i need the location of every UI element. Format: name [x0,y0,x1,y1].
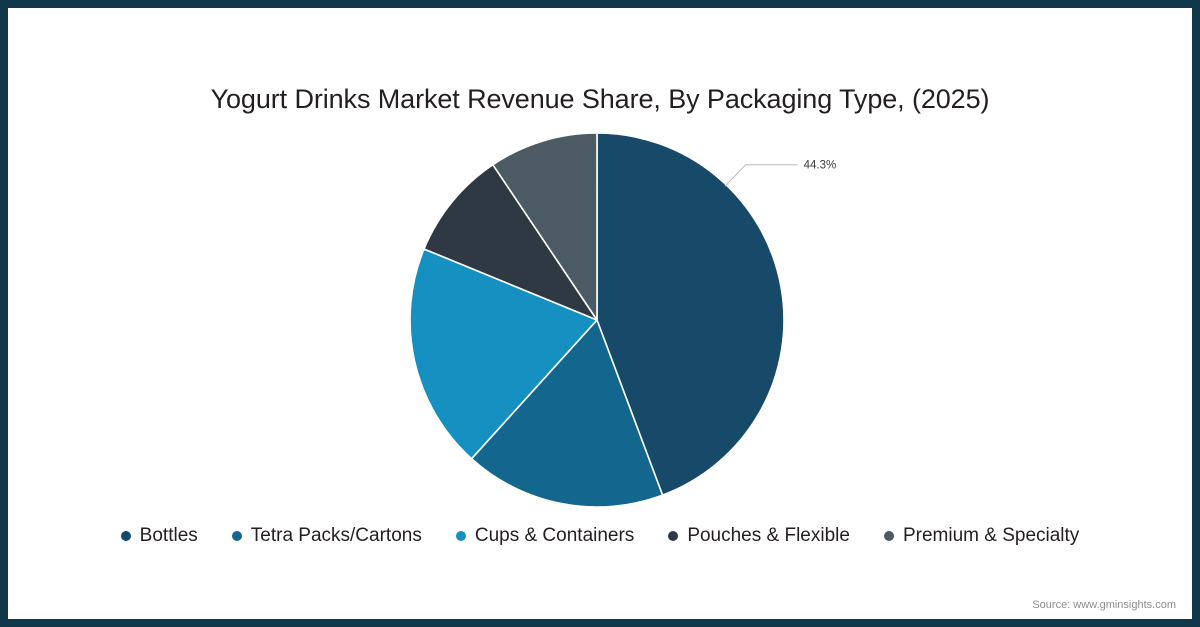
pie-value-label: 44.3% [804,160,837,172]
legend-item-label: Pouches & Flexible [687,525,850,546]
legend-swatch-icon [231,530,242,541]
legend-item[interactable]: Pouches & Flexible [668,526,850,545]
legend-swatch-icon [455,530,466,541]
pie-chart: 44.3% [8,8,1192,619]
legend-item[interactable]: Cups & Containers [455,525,635,546]
pie-leader-lines [724,164,798,187]
pie-slices [409,132,785,508]
pie-slice[interactable] [470,319,664,508]
chart-canvas: Yogurt Drinks Market Revenue Share, By P… [8,8,1192,619]
pie-slice[interactable] [596,132,785,496]
legend-swatch-icon [668,530,679,541]
pie-slice[interactable] [492,132,598,321]
legend-item[interactable]: Bottles [120,525,198,546]
pie-slice[interactable] [423,163,598,321]
pie-value-labels: 44.3% [804,160,837,172]
legend-swatch-icon [883,530,894,541]
legend-item-label: Cups & Containers [474,525,635,546]
legend-item[interactable]: Premium & Specialty [883,525,1080,546]
page-title: Yogurt Drinks Market Revenue Share, By P… [210,84,990,114]
legend-item-label: Premium & Specialty [902,525,1080,546]
legend-item[interactable]: Tetra Packs/Cartons [231,525,422,546]
legend-item-label: Bottles [139,525,198,546]
leader-line [724,164,798,187]
legend-item-label: Tetra Packs/Cartons [250,525,422,546]
legend-swatch-icon [120,530,131,541]
pie-chart-svg: 44.3% [409,132,837,508]
source-note: Source: www.gminsights.com [1032,599,1176,611]
chart-legend: Bottles Tetra Packs/Cartons Cups & Contain… [8,526,1192,545]
